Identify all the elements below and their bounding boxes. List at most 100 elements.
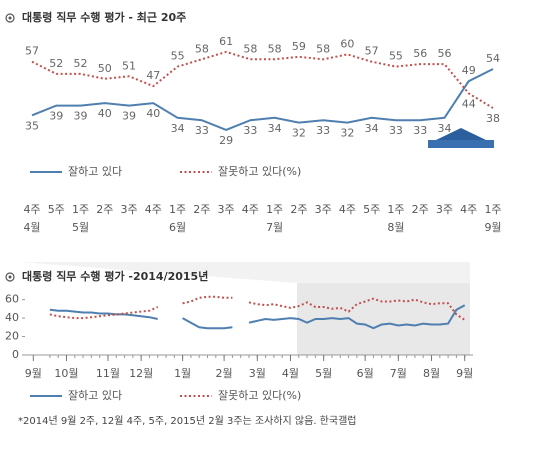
x-tick-label: 3월 [249,367,266,380]
value-label: 32 [340,127,354,140]
value-label: 29 [219,134,233,147]
x-group-label: 4월 [23,221,40,234]
x-group-label: 7월 [266,221,283,234]
value-label: 49 [462,64,476,77]
x-tick-label: 4주 [242,203,259,216]
x-tick-label: 3주 [218,203,235,216]
x-tick-label: 4월 [282,367,299,380]
value-label: 33 [243,124,257,137]
value-label: 33 [413,124,427,137]
value-label: 38 [486,112,500,125]
value-label: 58 [195,42,209,55]
value-label: 58 [268,42,282,55]
value-label: 40 [146,107,160,120]
x-tick-label: 5월 [315,367,332,380]
x-tick-label: 2주 [96,203,113,216]
x-tick-label: 8월 [423,367,440,380]
value-label: 56 [437,47,451,60]
value-label: 58 [316,42,330,55]
value-label: 52 [74,57,88,70]
x-tick-label: 2주 [193,203,210,216]
series-line [49,295,466,321]
value-label: 32 [292,127,306,140]
y-tick-label: 40 [5,311,19,324]
x-tick-label: 6월 [357,367,374,380]
value-label: 59 [292,40,306,53]
value-label: 34 [365,122,379,135]
value-label: 54 [486,52,500,65]
value-label: 55 [389,50,403,63]
y-tick-label: 20 [5,330,19,343]
value-label: 47 [146,69,160,82]
x-tick-label: 1주 [72,203,89,216]
value-label: 35 [25,119,39,132]
blue-house-icon [428,128,494,148]
x-tick-label: 4주 [145,203,162,216]
value-label: 51 [122,59,136,72]
value-label: 58 [243,42,257,55]
legend-label: 잘못하고 있다(%) [218,164,301,178]
legend-label: 잘못하고 있다(%) [218,388,301,402]
series-line [31,50,494,109]
x-tick-label: 9월 [456,367,473,380]
x-tick-label: 10월 [54,367,78,380]
x-tick-label: 1주 [387,203,404,216]
value-label: 57 [365,45,379,58]
zoom-connector [20,262,470,283]
x-tick-label: 1주 [266,203,283,216]
x-group-label: 5월 [72,221,89,234]
x-tick-label: 4주 [339,203,356,216]
chart-title: 대통령 직무 수행 평가 -2014/2015년 [22,269,208,283]
value-label: 55 [171,50,185,63]
x-tick-label: 1월 [174,367,191,380]
x-tick-label: 2주 [290,203,307,216]
value-label: 56 [413,47,427,60]
value-label: 34 [437,122,451,135]
value-label: 60 [340,37,354,50]
x-tick-label: 7월 [390,367,407,380]
value-label: 34 [268,122,282,135]
x-tick-label: 1주 [169,203,186,216]
legend-label: 잘하고 있다 [68,388,122,402]
x-tick-label: 3주 [315,203,332,216]
value-label: 39 [122,110,136,123]
y-tick-label: 0 [12,348,19,361]
x-tick-label: 9월 [25,367,42,380]
x-group-label: 9월 [484,221,501,234]
value-label: 61 [219,35,233,48]
title-icon [5,13,15,23]
legend-label: 잘하고 있다 [68,164,122,178]
x-tick-label: 5주 [48,203,65,216]
x-tick-label: 4주 [23,203,40,216]
value-label: 40 [98,107,112,120]
x-tick-label: 2월 [216,367,233,380]
x-tick-label: 2주 [412,203,429,216]
value-label: 57 [25,45,39,58]
x-group-label: 8월 [387,221,404,234]
value-label: 52 [49,57,63,70]
x-tick-label: 5주 [363,203,380,216]
y-tick-label: 60 [5,293,19,306]
value-label: 33 [389,124,403,137]
title-icon [5,272,15,282]
x-tick-label: 1주 [484,203,501,216]
chart-title: 대통령 직무 수행 평가 - 최근 20주 [22,10,186,24]
x-tick-label: 3주 [436,203,453,216]
value-label: 50 [98,62,112,75]
x-tick-label: 11월 [96,367,120,380]
value-label: 34 [171,122,185,135]
value-label: 33 [195,124,209,137]
x-tick-label: 3주 [120,203,137,216]
title-icon [8,275,12,279]
value-label: 33 [316,124,330,137]
value-label: 44 [462,97,476,110]
value-label: 39 [49,110,63,123]
footnote: *2014년 9월 2주, 12월 4주, 5주, 2015년 2월 3주는 조… [18,414,356,427]
x-tick-label: 12월 [129,367,153,380]
series-line [49,304,466,330]
value-label: 39 [74,110,88,123]
title-icon [8,16,12,20]
x-tick-label: 4주 [460,203,477,216]
x-group-label: 6월 [169,221,186,234]
